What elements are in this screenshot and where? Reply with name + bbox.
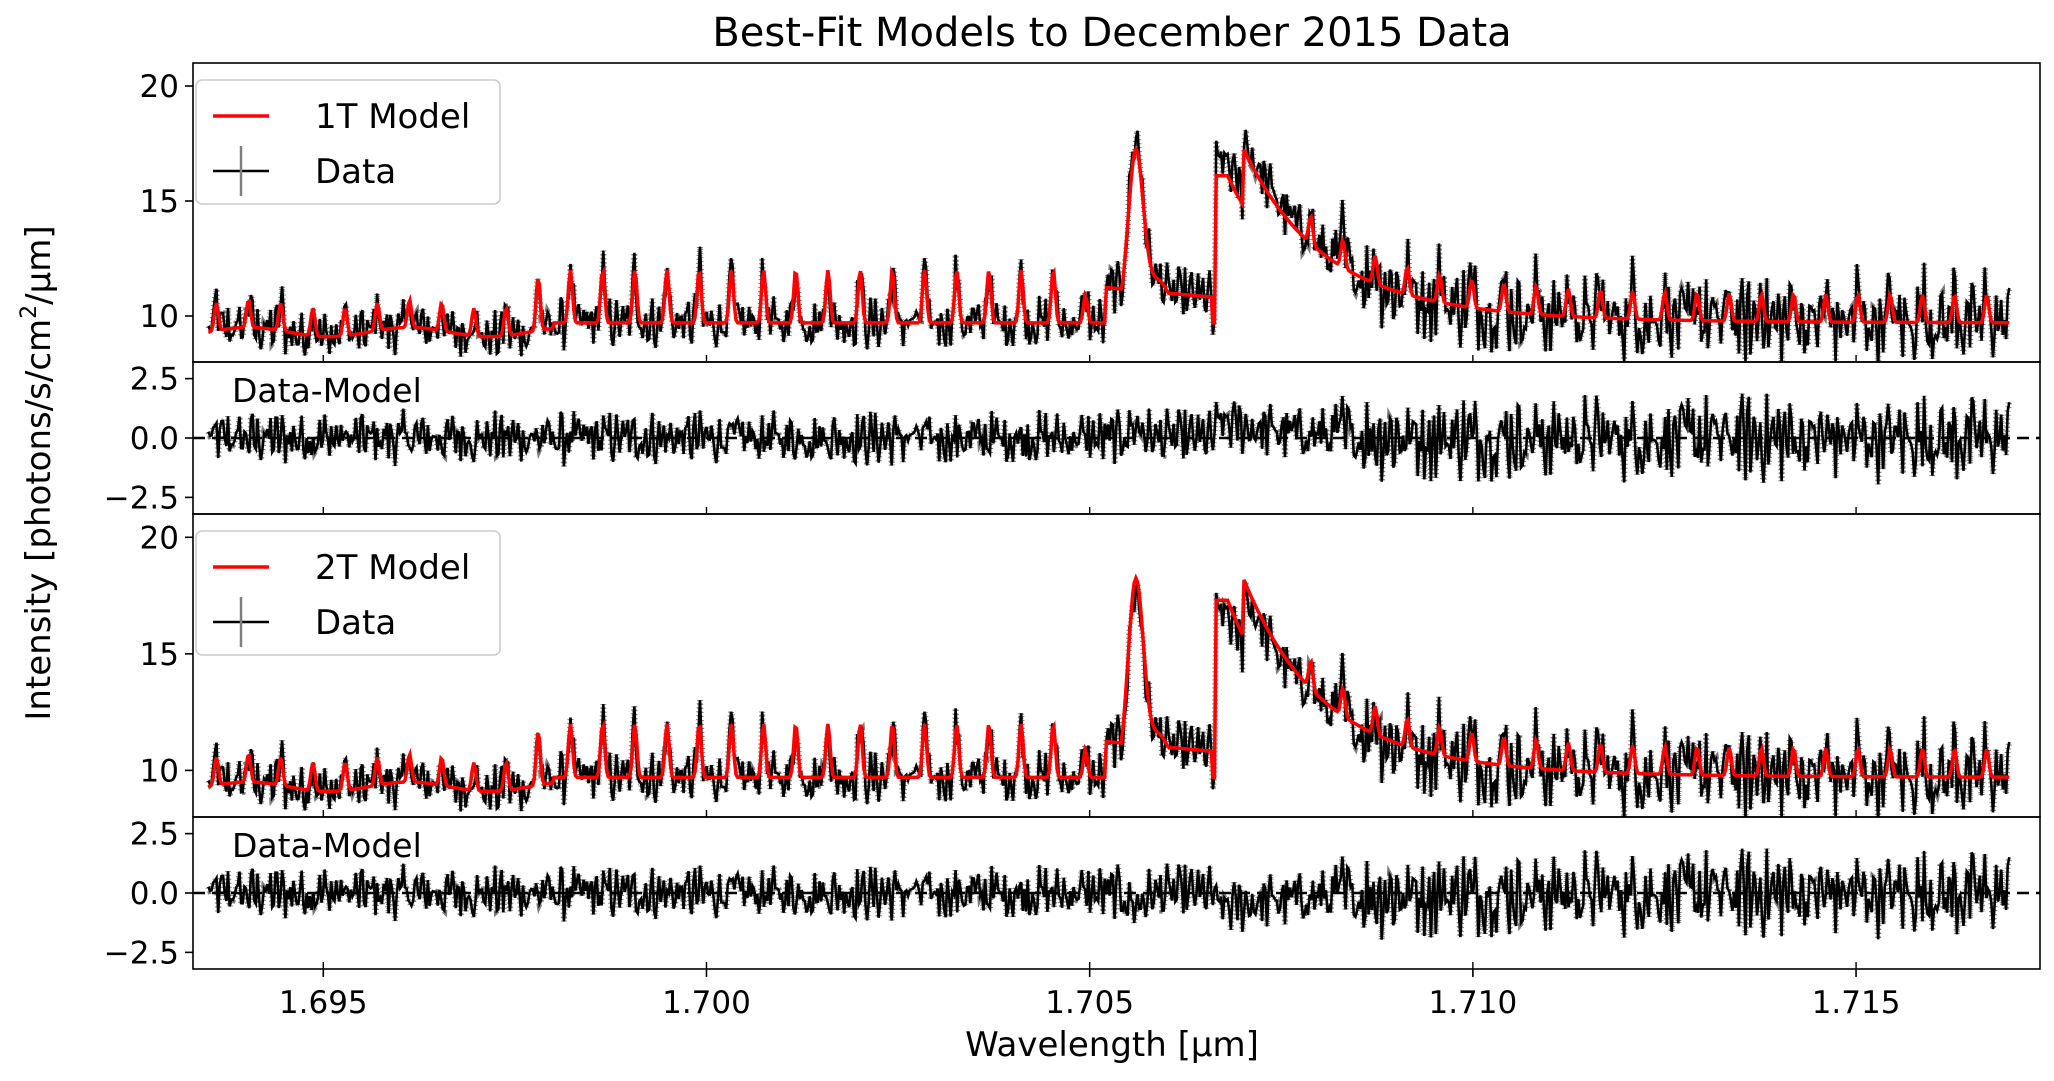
legend-model-label: 1T Model [315, 97, 470, 137]
legend-data-label: Data [315, 152, 396, 192]
y-tick-label: 15 [140, 184, 179, 220]
residual-line [207, 848, 2011, 940]
legend-model-label: 2T Model [315, 548, 470, 588]
y-tick-label: 10 [140, 753, 179, 789]
residual-panel-1t: Data-Model 2.5 0.0 −2.5 [104, 361, 2041, 516]
y-tick-label: 0.0 [130, 421, 179, 457]
x-tick-label: 1.710 [1428, 985, 1517, 1021]
x-axis: 1.695 1.700 1.705 1.710 1.715 [279, 969, 1901, 1021]
x-tick-label: 1.715 [1812, 985, 1901, 1021]
y-tick-label: −2.5 [104, 480, 179, 516]
residual-panel-2t: Data-Model 2.5 0.0 −2.5 [104, 816, 2041, 971]
model-line [207, 145, 2010, 339]
y-tick-label: 2.5 [130, 362, 179, 398]
legend-data-label: Data [315, 603, 396, 643]
x-tick-label: 1.695 [279, 985, 368, 1021]
legend-box [195, 79, 501, 205]
figure-title: Best-Fit Models to December 2015 Data [712, 10, 1511, 56]
x-tick-label: 1.700 [662, 985, 751, 1021]
y-tick-label: 2.5 [130, 817, 179, 853]
y-tick-label: 20 [140, 520, 179, 556]
y-tick-label: 0.0 [130, 876, 179, 912]
fit-panel-2t: 10 15 20 [140, 513, 2041, 818]
y-tick-label: 15 [140, 637, 179, 673]
legend-box [195, 530, 501, 656]
y-tick-label: −2.5 [104, 935, 179, 971]
y-tick-label: 20 [140, 69, 179, 105]
fit-panel-1t: 10 15 20 [140, 62, 2041, 363]
residual-annotation: Data-Model [232, 371, 422, 410]
y-tick-label: 10 [140, 299, 179, 335]
residual-annotation: Data-Model [232, 826, 422, 865]
y-axis-label: Intensity [photons/s/cm2/μm] [17, 225, 59, 720]
model-line [207, 573, 2010, 794]
legend-1t: 1T Model Data [195, 79, 501, 205]
x-tick-label: 1.705 [1045, 985, 1134, 1021]
x-axis-label: Wavelength [μm] [965, 1025, 1259, 1065]
legend-2t: 2T Model Data [195, 530, 501, 656]
residual-line [207, 393, 2011, 485]
